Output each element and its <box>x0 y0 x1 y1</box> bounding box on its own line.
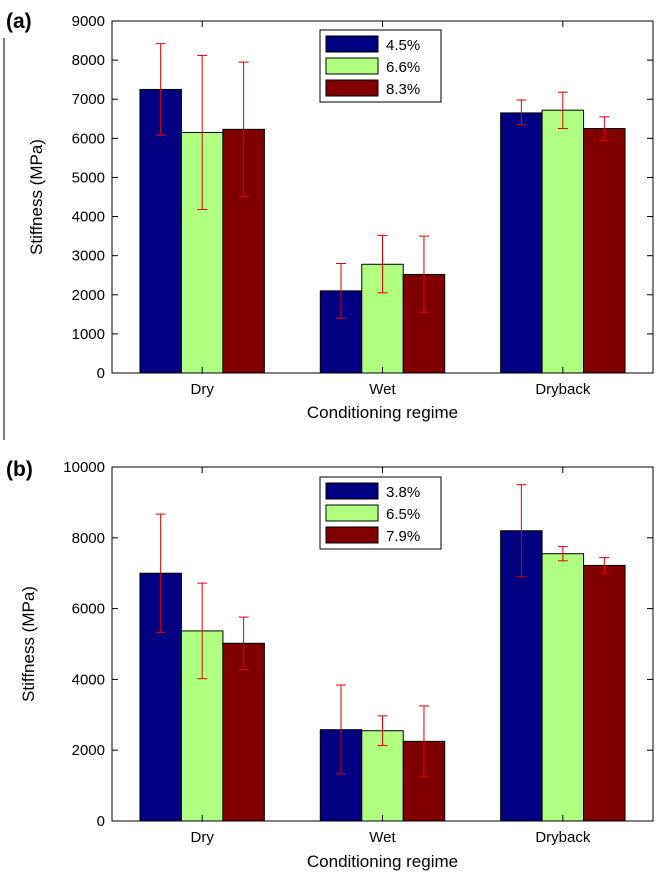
legend-swatch <box>325 504 379 522</box>
y-tick-label: 8000 <box>72 52 105 69</box>
bar <box>541 109 585 374</box>
x-axis-label: Conditioning regime <box>307 403 458 422</box>
y-axis-label: Stiffness (MPa) <box>19 586 38 702</box>
x-tick-label: Wet <box>369 381 396 398</box>
panel-label: (a) <box>6 10 32 33</box>
chart-panel-b: (b) 0 2000 4000 6000 8000 10000 Dry Wet Dryback Co… <box>6 458 654 871</box>
x-tick-label: Wet <box>369 829 396 846</box>
y-tick-label: 0 <box>97 813 105 830</box>
legend-label: 7.9% <box>386 528 420 545</box>
legend-swatch <box>325 57 379 75</box>
bar <box>222 642 265 822</box>
legend-label: 6.5% <box>386 506 420 523</box>
bar <box>500 530 543 822</box>
legend-label: 8.3% <box>386 81 420 98</box>
y-tick-label: 6000 <box>72 130 105 147</box>
y-tick-label: 3000 <box>72 248 105 265</box>
panel-label: (b) <box>6 458 33 481</box>
y-tick-label: 9000 <box>72 13 105 30</box>
bar <box>583 564 626 822</box>
legend-swatch <box>325 482 379 500</box>
y-tick-label: 6000 <box>72 601 105 618</box>
y-tick-label: 2000 <box>72 742 105 759</box>
y-tick-label: 7000 <box>72 91 105 108</box>
y-tick-label: 4000 <box>72 209 105 226</box>
x-tick-label: Dry <box>191 829 215 846</box>
y-tick-label: 10000 <box>63 459 105 476</box>
x-axis-label: Conditioning regime <box>307 852 458 871</box>
legend-label: 3.8% <box>386 484 420 501</box>
bar <box>541 553 585 822</box>
x-tick-label: Dryback <box>535 829 591 846</box>
bar <box>500 112 543 374</box>
y-tick-label: 1000 <box>72 326 105 343</box>
chart-panel-a: (a) 0 1000 2000 3000 4000 5000 6000 7000 8000 9000… <box>3 10 654 440</box>
x-tick-label: Dry <box>191 381 215 398</box>
legend-swatch <box>325 35 379 53</box>
y-tick-label: 4000 <box>72 671 105 688</box>
legend-label: 6.6% <box>386 59 420 76</box>
bar <box>583 128 626 374</box>
y-tick-label: 5000 <box>72 169 105 186</box>
legend-swatch <box>325 526 379 544</box>
legend-label: 4.5% <box>386 37 420 54</box>
x-tick-label: Dryback <box>535 381 591 398</box>
y-tick-label: 2000 <box>72 287 105 304</box>
y-tick-label: 8000 <box>72 530 105 547</box>
legend-swatch <box>325 79 379 97</box>
bar <box>139 88 182 374</box>
y-tick-label: 0 <box>97 365 105 382</box>
y-axis-label: Stiffness (MPa) <box>27 139 46 255</box>
